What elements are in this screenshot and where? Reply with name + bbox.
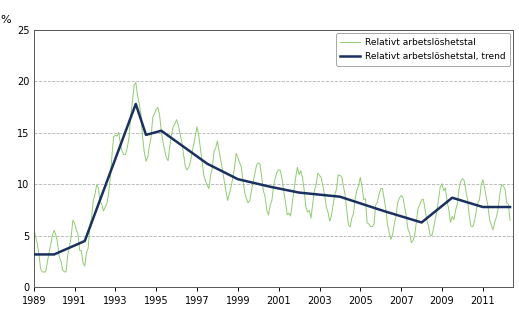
Relativt arbetslöshetstal, trend (134, 107, 141, 111)
Relativt arbetslöshetstal (255, 161, 262, 165)
Relativt arbetslöshetstal (51, 228, 57, 232)
Text: %: % (0, 15, 11, 25)
Relativt arbetslöshetstal, trend (253, 182, 260, 185)
Relativt arbetslöshetstal (31, 225, 37, 228)
Relativt arbetslöshetstal, trend (507, 205, 513, 209)
Relativt arbetslöshetstal (133, 80, 139, 84)
Relativt arbetslöshetstal (507, 218, 513, 222)
Relativt arbetslöshetstal, trend (420, 219, 427, 223)
Relativt arbetslöshetstal (424, 218, 430, 222)
Relativt arbetslöshetstal, trend (299, 191, 306, 195)
Relativt arbetslöshetstal (422, 207, 428, 211)
Relativt arbetslöshetstal (301, 188, 307, 192)
Line: Relativt arbetslöshetstal, trend: Relativt arbetslöshetstal, trend (34, 104, 510, 254)
Legend: Relativt arbetslöshetstal, Relativt arbetslöshetstal, trend: Relativt arbetslöshetstal, Relativt arbe… (336, 33, 510, 66)
Relativt arbetslöshetstal (39, 270, 45, 274)
Relativt arbetslöshetstal, trend (133, 102, 139, 106)
Relativt arbetslöshetstal, trend (422, 218, 428, 222)
Relativt arbetslöshetstal, trend (31, 252, 37, 256)
Relativt arbetslöshetstal, trend (49, 252, 56, 256)
Line: Relativt arbetslöshetstal: Relativt arbetslöshetstal (34, 82, 510, 272)
Relativt arbetslöshetstal (136, 101, 142, 105)
